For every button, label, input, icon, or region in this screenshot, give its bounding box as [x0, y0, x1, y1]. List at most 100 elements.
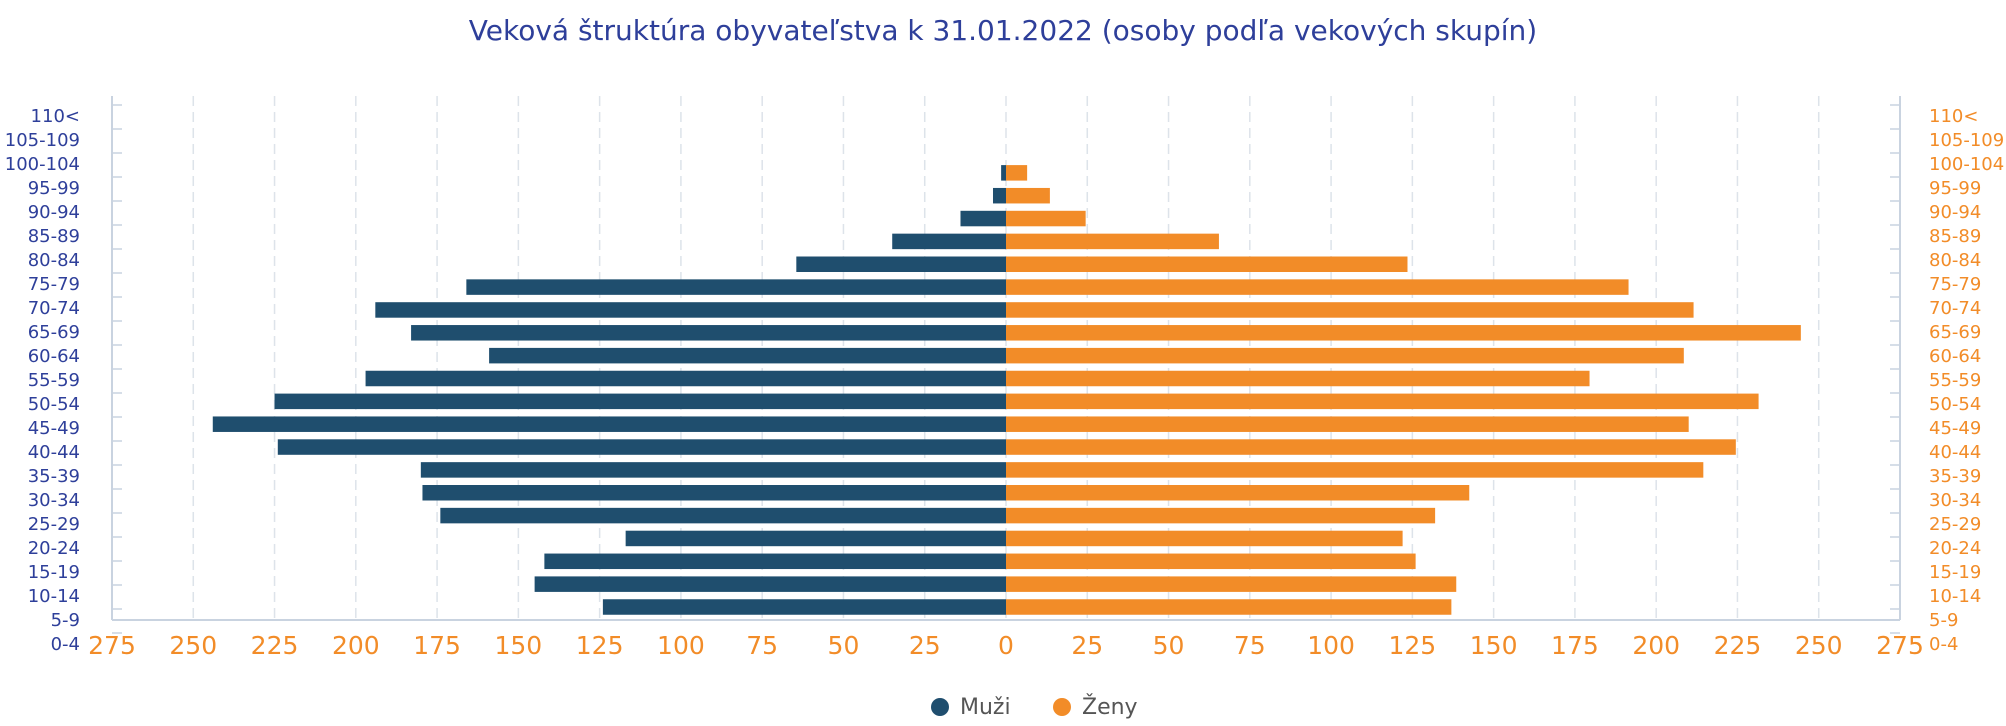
bar — [1006, 302, 1694, 318]
x-tick-label: 150 — [1470, 631, 1518, 660]
x-tick-label: 75 — [746, 631, 778, 660]
bar — [1001, 165, 1006, 181]
legend-label: Ženy — [1082, 694, 1138, 720]
bar — [960, 210, 1006, 227]
y-label-left: 50-54 — [28, 394, 80, 415]
x-tick-label: 0 — [998, 631, 1014, 660]
x-tick-label: 200 — [332, 631, 380, 660]
y-label-right: 100-104 — [1929, 154, 2004, 175]
y-label-right: 45-49 — [1929, 418, 1981, 439]
y-label-right: 60-64 — [1929, 346, 1981, 367]
x-tick-label: 225 — [1714, 631, 1762, 660]
bar — [1006, 576, 1457, 592]
x-tick-label: 200 — [1632, 631, 1680, 660]
x-tick-label: 275 — [88, 631, 136, 660]
bar — [212, 416, 1006, 432]
bar — [1006, 325, 1801, 341]
y-label-right: 40-44 — [1929, 442, 1981, 463]
y-label-right: 20-24 — [1929, 538, 1981, 559]
bar — [1006, 416, 1689, 432]
bar — [466, 279, 1006, 295]
x-tick-label: 250 — [1795, 631, 1843, 660]
y-label-left: 90-94 — [28, 202, 80, 223]
y-label-left: 100-104 — [5, 154, 80, 175]
y-label-left: 25-29 — [28, 514, 80, 535]
bar — [365, 370, 1006, 387]
x-tick-label: 25 — [909, 631, 941, 660]
bar — [1006, 507, 1436, 524]
y-label-right: 10-14 — [1929, 586, 1981, 607]
chart-title: Veková štruktúra obyvateľstva k 31.01.20… — [469, 14, 1537, 47]
bar — [1006, 347, 1684, 364]
y-label-right: 35-39 — [1929, 466, 1981, 487]
bar — [1006, 187, 1050, 204]
bar — [1006, 530, 1403, 547]
bar — [489, 347, 1006, 364]
y-label-left: 80-84 — [28, 250, 80, 271]
y-label-left: 30-34 — [28, 490, 80, 511]
y-label-right: 15-19 — [1929, 562, 1981, 583]
y-label-right: 105-109 — [1929, 130, 2004, 151]
y-label-right: 70-74 — [1929, 298, 1981, 319]
bar — [1006, 393, 1759, 410]
bar — [1006, 233, 1219, 250]
y-label-right: 5-9 — [1929, 610, 1958, 631]
bar — [375, 302, 1007, 318]
x-tick-label: 100 — [1307, 631, 1355, 660]
bar — [1006, 599, 1452, 615]
x-tick-label: 125 — [1389, 631, 1437, 660]
bar — [1006, 165, 1028, 181]
y-label-right: 80-84 — [1929, 250, 1981, 271]
legend-marker — [1053, 698, 1071, 716]
bar — [1006, 370, 1590, 387]
bar — [420, 462, 1006, 478]
y-label-left: 65-69 — [28, 322, 80, 343]
bar — [1006, 485, 1470, 501]
bar — [534, 576, 1006, 592]
y-label-right: 0-4 — [1929, 634, 1958, 655]
y-label-left: 110< — [31, 106, 80, 127]
x-tick-label: 150 — [495, 631, 543, 660]
legend-label: Muži — [960, 695, 1011, 720]
x-tick-label: 50 — [828, 631, 860, 660]
x-tick-label: 75 — [1234, 631, 1266, 660]
y-label-left: 20-24 — [28, 538, 80, 559]
bar — [1006, 279, 1629, 295]
bar — [411, 325, 1007, 341]
bar — [796, 256, 1006, 272]
bar — [1006, 210, 1086, 227]
bar — [625, 530, 1006, 547]
y-label-right: 85-89 — [1929, 226, 1981, 247]
x-tick-label: 175 — [413, 631, 461, 660]
x-tick-label: 250 — [169, 631, 217, 660]
x-tick-label: 225 — [251, 631, 299, 660]
y-label-right: 50-54 — [1929, 394, 1981, 415]
bar — [1006, 256, 1408, 272]
y-label-left: 0-4 — [51, 634, 80, 655]
y-label-left: 70-74 — [28, 298, 80, 319]
y-label-left: 75-79 — [28, 274, 80, 295]
legend-marker — [931, 698, 949, 716]
y-label-right: 90-94 — [1929, 202, 1981, 223]
y-label-left: 10-14 — [28, 586, 80, 607]
y-label-left: 45-49 — [28, 418, 80, 439]
bar — [602, 599, 1006, 615]
y-label-left: 5-9 — [51, 610, 80, 631]
y-label-right: 25-29 — [1929, 514, 1981, 535]
y-label-left: 15-19 — [28, 562, 80, 583]
bar — [1006, 462, 1704, 478]
x-tick-label: 175 — [1551, 631, 1599, 660]
x-tick-label: 25 — [1071, 631, 1103, 660]
bar — [440, 507, 1007, 524]
bar — [892, 233, 1006, 250]
y-label-left: 60-64 — [28, 346, 80, 367]
y-label-left: 85-89 — [28, 226, 80, 247]
y-label-right: 30-34 — [1929, 490, 1981, 511]
bar — [422, 485, 1007, 501]
bar — [1006, 553, 1416, 570]
y-label-right: 65-69 — [1929, 322, 1981, 343]
x-tick-label: 50 — [1153, 631, 1185, 660]
bar — [277, 439, 1006, 455]
bar — [544, 553, 1006, 570]
